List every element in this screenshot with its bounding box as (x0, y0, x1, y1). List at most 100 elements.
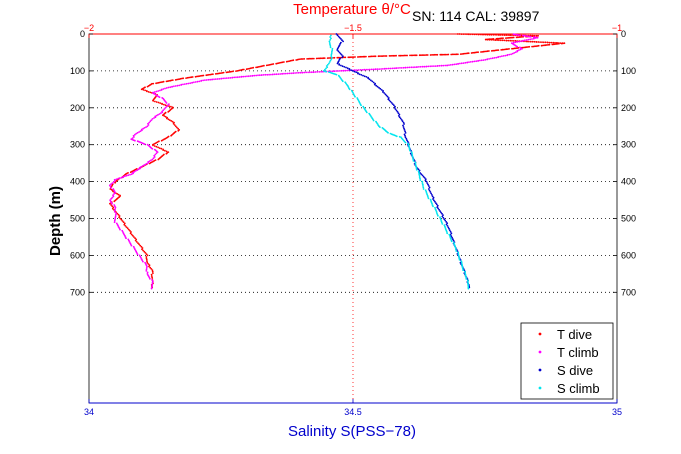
data-point (236, 76, 239, 79)
data-point (414, 66, 416, 69)
data-point (429, 54, 432, 56)
data-point (389, 100, 392, 103)
data-point (114, 213, 117, 216)
data-point (465, 276, 467, 279)
data-point (483, 33, 485, 36)
data-point (343, 56, 345, 59)
data-point (129, 173, 131, 176)
data-point (338, 51, 341, 54)
data-point (375, 120, 377, 123)
data-point (488, 33, 491, 36)
x2-tick-label-0: −2 (84, 23, 94, 33)
data-point (233, 76, 236, 79)
data-point (235, 70, 237, 72)
y-tick-label-left-200: 200 (70, 103, 85, 113)
data-point (331, 49, 334, 52)
data-point (138, 254, 141, 257)
legend-marker-t-dive (538, 332, 542, 336)
data-point (501, 39, 504, 42)
data-point (511, 39, 513, 42)
data-point (337, 70, 339, 72)
data-point (371, 80, 374, 83)
data-point (537, 41, 540, 43)
data-point (235, 76, 237, 79)
data-point (505, 37, 507, 39)
data-point (403, 129, 406, 131)
y-tick-label-left-700: 700 (70, 287, 85, 297)
data-point (141, 248, 143, 251)
data-point (365, 68, 368, 71)
data-point (177, 129, 180, 132)
data-point (220, 77, 223, 80)
data-point (419, 65, 422, 68)
y-tick-label-right-100: 100 (621, 66, 636, 76)
data-point (312, 57, 315, 60)
data-point (358, 73, 361, 76)
data-point (473, 33, 476, 36)
data-point (145, 258, 148, 261)
data-point (441, 215, 444, 218)
data-point (340, 69, 343, 72)
data-point (167, 86, 170, 89)
data-point (162, 88, 165, 90)
data-point (372, 81, 375, 84)
data-point (307, 71, 309, 74)
data-point (451, 63, 454, 66)
data-point (492, 33, 495, 36)
data-point (363, 55, 366, 58)
data-point (424, 54, 426, 56)
data-point (420, 54, 422, 57)
data-point (485, 38, 487, 41)
data-point (150, 273, 153, 276)
data-point (178, 84, 181, 87)
data-point (428, 186, 431, 189)
data-point (336, 49, 339, 51)
data-point (444, 53, 447, 56)
data-point (288, 72, 291, 75)
data-point (533, 45, 536, 48)
data-point (134, 133, 136, 136)
data-point (467, 282, 469, 284)
data-point (464, 272, 467, 274)
y-tick-label-left-0: 0 (80, 29, 85, 39)
data-point (451, 236, 453, 239)
data-point (440, 53, 443, 56)
data-point (422, 188, 425, 190)
data-point (498, 37, 500, 40)
legend-label-t-dive: T dive (557, 327, 592, 342)
data-point (325, 65, 328, 67)
data-point (490, 38, 493, 41)
data-point (161, 97, 164, 99)
data-point (125, 226, 128, 229)
data-point (176, 126, 178, 129)
data-point (440, 64, 443, 67)
data-point (498, 34, 500, 36)
data-point (430, 192, 432, 195)
data-point (155, 82, 158, 85)
data-point (351, 56, 354, 58)
data-point (468, 61, 470, 63)
data-point (145, 257, 148, 260)
data-point (151, 269, 154, 272)
data-point (436, 206, 439, 209)
data-point (330, 58, 333, 60)
data-point (200, 79, 203, 82)
data-point (507, 39, 510, 42)
data-point (465, 278, 468, 280)
data-point (338, 36, 341, 39)
data-point (155, 114, 158, 117)
data-point (424, 189, 427, 192)
data-point (526, 40, 528, 43)
legend-box (520, 322, 614, 400)
data-point (503, 39, 506, 42)
data-point (242, 75, 245, 78)
data-point (112, 194, 114, 197)
data-point (117, 177, 119, 180)
data-point (122, 175, 125, 178)
data-point (151, 118, 154, 120)
data-point (443, 224, 446, 227)
data-point (292, 72, 295, 74)
data-point (279, 73, 282, 75)
data-point (403, 127, 405, 130)
data-point (415, 167, 418, 170)
